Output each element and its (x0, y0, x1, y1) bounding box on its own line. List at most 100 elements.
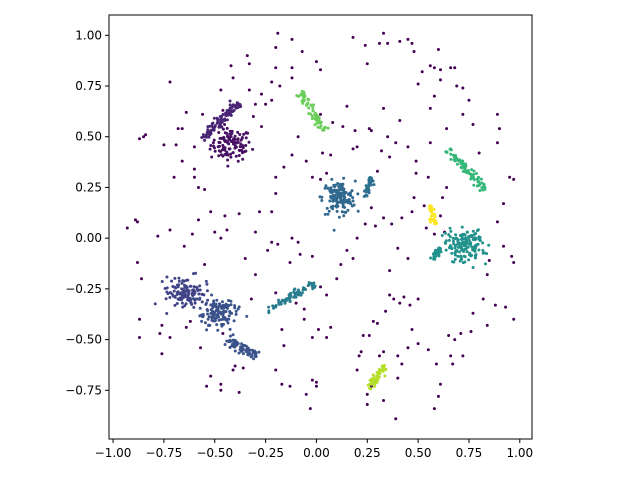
cluster-7-point-6 (300, 291, 304, 295)
cluster-8-point-85 (447, 238, 451, 242)
cluster-10-point-51 (453, 159, 457, 163)
cluster-0-point-48 (236, 159, 240, 163)
cluster-3-point-121 (228, 309, 232, 313)
noise-point-215 (445, 185, 449, 189)
cluster-2-point-66 (165, 311, 169, 315)
noise-point-93 (367, 127, 371, 131)
cluster-8-point-14 (449, 229, 453, 233)
noise-point-214 (441, 196, 445, 200)
cluster-2-point-70 (175, 283, 179, 287)
noise-point-57 (288, 384, 292, 388)
cluster-3-point-5 (233, 304, 237, 308)
cluster-1-point-69 (224, 113, 228, 117)
cluster-4-point-50 (240, 342, 244, 346)
x-tick-label: 0.75 (456, 446, 483, 460)
noise-point-166 (461, 354, 465, 358)
cluster-2-point-62 (180, 301, 184, 305)
noise-point-151 (510, 254, 514, 258)
noise-point-62 (304, 392, 308, 396)
cluster-8-point-25 (451, 239, 455, 243)
noise-point-239 (319, 285, 322, 289)
cluster-0-point-37 (234, 145, 238, 149)
noise-point-213 (438, 214, 442, 218)
cluster-2-point-41 (192, 305, 196, 309)
cluster-3-point-65 (216, 315, 220, 319)
cluster-0-point-108 (226, 153, 230, 157)
noise-point-227 (428, 141, 432, 145)
cluster-8-point-149 (448, 244, 452, 248)
cluster-12-point-12 (377, 375, 381, 379)
noise-point-242 (182, 244, 186, 248)
cluster-4-point-47 (238, 347, 242, 351)
noise-point-193 (400, 362, 404, 366)
cluster-5-point-16 (325, 206, 329, 210)
cluster-3-point-9 (203, 321, 207, 325)
cluster-1-point-86 (228, 99, 232, 103)
cluster-5-point-96 (341, 182, 345, 186)
cluster-7-point-54 (296, 293, 300, 297)
noise-point-24 (196, 185, 200, 189)
cluster-5-point-80 (329, 205, 333, 209)
cluster-8-point-109 (452, 260, 456, 264)
cluster-0-point-36 (209, 143, 213, 147)
cluster-11-point-40 (312, 103, 316, 107)
cluster-10-point-50 (478, 189, 482, 193)
noise-point-183 (371, 319, 375, 323)
cluster-1-point-73 (209, 128, 213, 132)
cluster-5-point-130 (335, 197, 339, 201)
cluster-11-point-60 (307, 98, 311, 102)
cluster-2-point-121 (189, 284, 193, 288)
cluster-3-point-51 (216, 328, 220, 332)
cluster-0-point-47 (226, 134, 229, 138)
cluster-10-point-69 (454, 154, 458, 158)
cluster-7-point-66 (292, 290, 296, 294)
noise-point-229 (375, 169, 379, 173)
noise-point-51 (316, 327, 320, 331)
noise-point-149 (495, 220, 499, 224)
noise-point-200 (388, 269, 392, 273)
cluster-10-point-44 (483, 186, 487, 190)
cluster-3-point-90 (222, 306, 226, 310)
noise-point-109 (219, 88, 223, 92)
noise-point-55 (274, 368, 278, 372)
cluster-6-point-35 (367, 178, 371, 182)
cluster-3-point-126 (227, 314, 231, 318)
cluster-11-point-49 (295, 94, 299, 98)
noise-point-105 (253, 102, 257, 106)
cluster-8-point-146 (461, 248, 465, 252)
noise-point-201 (406, 256, 410, 260)
cluster-8-point-126 (483, 262, 487, 266)
noise-point-116 (314, 60, 318, 64)
cluster-5-point-104 (333, 185, 337, 189)
cluster-3-point-38 (215, 323, 219, 327)
cluster-5-point-127 (336, 191, 340, 195)
cluster-4-point-0 (233, 349, 237, 353)
cluster-0-point-68 (247, 140, 251, 144)
noise-point-167 (451, 362, 455, 366)
cluster-4-point-64 (228, 338, 232, 342)
cluster-5-point-117 (337, 187, 341, 191)
cluster-3-point-94 (211, 305, 215, 309)
noise-point-131 (432, 66, 436, 70)
cluster-3-point-73 (234, 312, 238, 316)
cluster-0-point-94 (221, 127, 225, 131)
noise-point-64 (233, 364, 237, 368)
noise-point-140 (467, 98, 471, 102)
cluster-8-point-116 (477, 248, 481, 252)
noise-point-124 (398, 39, 402, 43)
cluster-0-point-70 (223, 148, 227, 152)
cluster-5-point-132 (341, 200, 345, 204)
cluster-3-point-127 (225, 317, 229, 321)
noise-point-119 (363, 43, 367, 47)
noise-point-101 (274, 66, 278, 70)
noise-point-39 (276, 242, 280, 246)
noise-point-153 (487, 258, 491, 262)
cluster-5-point-139 (329, 190, 333, 194)
noise-point-3 (135, 261, 139, 264)
cluster-0-point-62 (244, 144, 248, 147)
noise-point-172 (426, 348, 430, 352)
noise-point-148 (502, 202, 506, 206)
cluster-2-point-123 (184, 294, 188, 298)
cluster-6-point-39 (372, 183, 376, 187)
cluster-0-point-89 (228, 129, 232, 133)
